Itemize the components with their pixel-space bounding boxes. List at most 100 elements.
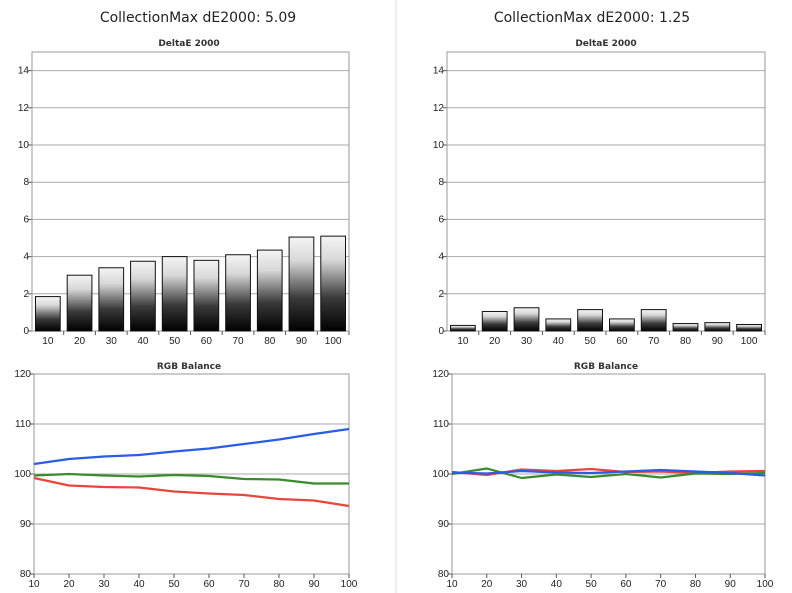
x-tick-label: 70 — [655, 579, 667, 590]
chart-title-deltae-left: DeltaE 2000 — [158, 39, 219, 49]
x-tick-label: 40 — [137, 336, 149, 347]
y-tick-label: 120 — [14, 369, 31, 380]
bar-left-50 — [161, 256, 188, 332]
rgb-balance-chart-right: 80 90 100 110 120 10 20 30 40 50 60 70 80 90 100 — [432, 369, 773, 590]
x-tick-label: 30 — [106, 336, 118, 347]
y-tick-label: 90 — [438, 519, 450, 530]
x-tick-label: 20 — [489, 336, 501, 347]
y-tick-label: 12 — [18, 103, 30, 114]
y-tick-label: 0 — [23, 326, 29, 337]
series-line-left-green — [33, 472, 349, 485]
x-tick-label: 20 — [481, 579, 493, 590]
x-tick-label: 60 — [203, 579, 215, 590]
x-tick-label: 20 — [74, 336, 86, 347]
y-tick-label: 90 — [20, 519, 32, 530]
bar-left-80 — [256, 249, 283, 332]
x-tick-label: 40 — [551, 579, 563, 590]
x-tick-label: 30 — [98, 579, 110, 590]
y-tick-label: 80 — [438, 569, 450, 580]
x-tick-label: 30 — [521, 336, 533, 347]
y-tick-label: 120 — [432, 369, 449, 380]
y-tick-label: 0 — [438, 326, 444, 337]
y-tick-label: 14 — [18, 66, 30, 77]
x-tick-label: 90 — [712, 336, 724, 347]
y-tick-label: 14 — [433, 66, 445, 77]
bar-right-50 — [577, 309, 604, 332]
y-tick-label: 100 — [432, 469, 449, 480]
x-tick-label: 60 — [620, 579, 632, 590]
x-tick-label: 50 — [586, 579, 598, 590]
x-tick-label: 100 — [341, 579, 358, 590]
y-tick-label: 12 — [433, 103, 445, 114]
bar-right-70 — [640, 309, 667, 332]
bar-left-10 — [34, 296, 61, 332]
y-tick-label: 8 — [438, 177, 444, 188]
x-tick-label: 100 — [325, 336, 342, 347]
bar-right-80 — [672, 323, 699, 332]
plot-frame — [446, 51, 766, 332]
x-tick-label: 70 — [648, 336, 660, 347]
panel-title-right: CollectionMax dE2000: 1.25 — [494, 10, 690, 26]
x-tick-label: 50 — [585, 336, 597, 347]
x-tick-label: 80 — [690, 579, 702, 590]
series-line-left-red — [33, 476, 350, 508]
x-tick-label: 100 — [741, 336, 758, 347]
y-tick-label: 10 — [433, 140, 445, 151]
x-tick-label: 10 — [42, 336, 54, 347]
x-tick-label: 70 — [232, 336, 244, 347]
y-tick-label: 4 — [438, 252, 444, 263]
bar-left-90 — [288, 236, 315, 332]
x-tick-label: 100 — [757, 579, 774, 590]
bar-right-100 — [736, 323, 763, 332]
deltae-bar-chart-right: 0 2 4 6 8 10 12 14 10 20 30 40 50 60 70 80 90 100 — [433, 51, 766, 347]
y-tick-label: 80 — [20, 569, 32, 580]
x-tick-label: 70 — [238, 579, 250, 590]
chart-title-rgb-left: RGB Balance — [157, 362, 221, 372]
x-tick-label: 90 — [308, 579, 320, 590]
y-tick-label: 4 — [23, 252, 29, 263]
y-tick-label: 110 — [15, 419, 31, 430]
plot-frame — [33, 373, 350, 575]
panel-title-left: CollectionMax dE2000: 5.09 — [100, 10, 296, 26]
deltae-bar-chart-left: 0 2 4 6 8 10 12 14 10 20 30 40 50 60 70 80 90 100 — [18, 51, 350, 347]
x-tick-label: 10 — [28, 579, 40, 590]
y-tick-label: 10 — [18, 140, 30, 151]
x-tick-label: 80 — [264, 336, 276, 347]
x-tick-label: 50 — [169, 336, 181, 347]
x-tick-label: 80 — [680, 336, 692, 347]
bar-left-40 — [130, 260, 156, 332]
x-tick-label: 10 — [457, 336, 469, 347]
x-tick-label: 30 — [516, 579, 528, 590]
series-line-left-blue — [33, 427, 350, 466]
bar-right-20 — [481, 310, 508, 332]
chart-title-rgb-right: RGB Balance — [574, 362, 638, 372]
bar-left-70 — [225, 254, 251, 332]
y-tick-label: 8 — [23, 177, 29, 188]
x-tick-label: 90 — [296, 336, 308, 347]
bar-left-20 — [66, 274, 93, 332]
x-tick-label: 90 — [725, 579, 737, 590]
y-tick-label: 110 — [433, 419, 449, 430]
bar-right-60 — [608, 318, 635, 332]
series-line-right-blue — [451, 468, 766, 477]
y-tick-label: 6 — [438, 214, 444, 225]
x-tick-label: 10 — [446, 579, 458, 590]
rgb-balance-chart-left: 80 90 100 110 120 10 20 30 40 50 60 70 80 90 100 — [14, 369, 357, 590]
y-tick-label: 100 — [14, 469, 31, 480]
x-tick-label: 50 — [168, 579, 180, 590]
x-tick-label: 40 — [553, 336, 565, 347]
bar-left-30 — [98, 267, 125, 332]
x-tick-label: 80 — [273, 579, 285, 590]
bar-left-60 — [193, 259, 220, 332]
bar-right-10 — [449, 324, 476, 332]
y-tick-label: 2 — [438, 289, 444, 300]
chart-title-deltae-right: DeltaE 2000 — [575, 39, 636, 49]
x-tick-label: 20 — [63, 579, 75, 590]
x-tick-label: 60 — [201, 336, 213, 347]
bar-right-30 — [513, 307, 540, 332]
x-tick-label: 60 — [616, 336, 628, 347]
x-tick-label: 40 — [133, 579, 145, 590]
y-tick-label: 6 — [23, 214, 29, 225]
bar-right-40 — [545, 318, 572, 332]
